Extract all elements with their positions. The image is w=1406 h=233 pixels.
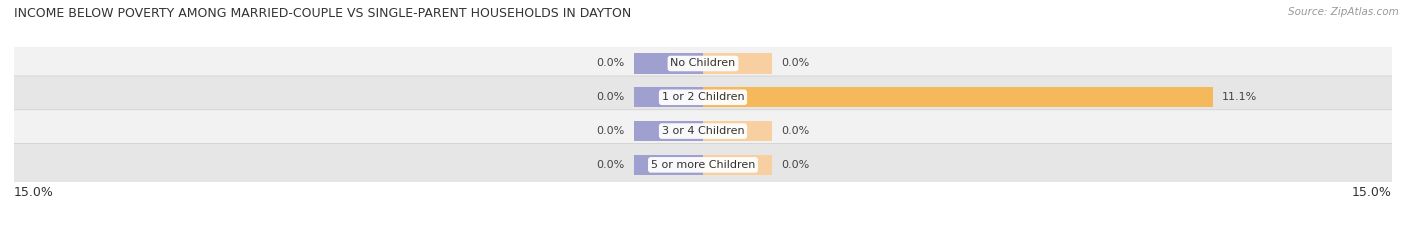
- FancyBboxPatch shape: [7, 110, 1399, 152]
- Text: 0.0%: 0.0%: [596, 92, 624, 102]
- Bar: [703, 53, 772, 74]
- Text: 3 or 4 Children: 3 or 4 Children: [662, 126, 744, 136]
- Text: 0.0%: 0.0%: [782, 160, 810, 170]
- Text: INCOME BELOW POVERTY AMONG MARRIED-COUPLE VS SINGLE-PARENT HOUSEHOLDS IN DAYTON: INCOME BELOW POVERTY AMONG MARRIED-COUPL…: [14, 7, 631, 20]
- Bar: [703, 155, 772, 175]
- Text: No Children: No Children: [671, 58, 735, 69]
- Text: 11.1%: 11.1%: [1222, 92, 1257, 102]
- Text: 0.0%: 0.0%: [782, 58, 810, 69]
- Text: 0.0%: 0.0%: [596, 58, 624, 69]
- Bar: [634, 87, 703, 107]
- Bar: [634, 155, 703, 175]
- Text: 5 or more Children: 5 or more Children: [651, 160, 755, 170]
- Bar: [634, 53, 703, 74]
- Text: 15.0%: 15.0%: [1353, 186, 1392, 199]
- Text: 15.0%: 15.0%: [14, 186, 53, 199]
- FancyBboxPatch shape: [7, 42, 1399, 85]
- Bar: [703, 87, 1213, 107]
- Text: 0.0%: 0.0%: [596, 160, 624, 170]
- FancyBboxPatch shape: [7, 76, 1399, 119]
- Bar: [634, 121, 703, 141]
- FancyBboxPatch shape: [7, 144, 1399, 186]
- Text: 1 or 2 Children: 1 or 2 Children: [662, 92, 744, 102]
- Text: 0.0%: 0.0%: [782, 126, 810, 136]
- Text: 0.0%: 0.0%: [596, 126, 624, 136]
- Bar: [703, 121, 772, 141]
- Text: Source: ZipAtlas.com: Source: ZipAtlas.com: [1288, 7, 1399, 17]
